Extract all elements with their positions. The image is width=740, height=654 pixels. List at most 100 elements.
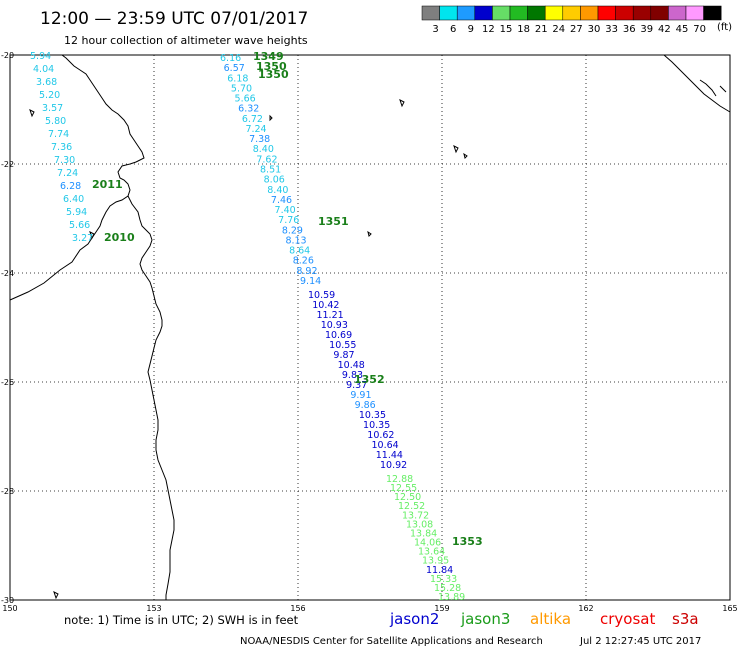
island-outline — [89, 231, 95, 240]
swh-value: 11.84 — [426, 565, 453, 576]
legend-swatch — [597, 5, 616, 21]
swh-value: 7.76 — [278, 215, 299, 226]
swh-value: 5.66 — [69, 220, 90, 231]
legend-swatch — [544, 5, 564, 21]
swh-value: 10.62 — [367, 430, 394, 441]
legend-swatch — [439, 5, 458, 21]
footer-credit: NOAA/NESDIS Center for Satellite Applica… — [240, 636, 543, 647]
swh-value: 9.14 — [300, 276, 321, 287]
legend-unit: (ft) — [717, 22, 732, 33]
legend-label: 15 — [500, 24, 513, 35]
swh-value: 7.38 — [249, 134, 270, 145]
lon-tick-label: 153 — [146, 604, 161, 613]
swh-value: 12.55 — [390, 483, 417, 494]
swh-value: 7.24 — [57, 168, 78, 179]
legend-label: 6 — [450, 24, 456, 35]
swh-value: 10.69 — [325, 330, 352, 341]
swh-value: 9.91 — [350, 390, 371, 401]
lon-tick-label: 162 — [578, 604, 593, 613]
swh-value: 13.64 — [418, 547, 445, 558]
swh-value: 10.48 — [338, 360, 365, 371]
legend-swatch — [685, 5, 704, 21]
lat-tick-label: -20 — [1, 51, 14, 60]
island-outline — [53, 591, 59, 600]
lat-tick-label: -28 — [1, 487, 14, 496]
swh-value: 11.44 — [376, 450, 403, 461]
lon-tick-label: 150 — [2, 604, 17, 613]
pass-label: 1349 — [253, 50, 284, 63]
swh-value: 8.26 — [293, 256, 314, 267]
map-area: 5.94 4.04 3.68 5.20 3.57 5.80 7.74 7.36 7.30 7.24… — [9, 50, 731, 603]
legend-swatch — [580, 5, 599, 21]
lon-tick-label: 159 — [434, 604, 449, 613]
swh-value: 5.94 — [30, 51, 51, 62]
lat-tick-label: -30 — [1, 596, 14, 605]
swh-value: 7.36 — [51, 142, 72, 153]
legend-label: 70 — [693, 24, 706, 35]
swh-value: 3.68 — [36, 77, 57, 88]
island-outline — [463, 152, 468, 159]
legend-label: 3 — [432, 24, 438, 35]
swh-value: 8.06 — [264, 175, 285, 186]
legend-label: 36 — [623, 24, 636, 35]
lon-tick-label: 165 — [722, 604, 737, 613]
coastal-track: 5.94 4.04 3.68 5.20 3.57 5.80 7.74 7.36 7.30 7.24… — [30, 51, 93, 244]
satellite-label: jason3 — [460, 610, 510, 628]
satellite-key: jason2 jason3 altika cryosat s3a — [389, 610, 699, 628]
legend-label: 33 — [605, 24, 618, 35]
swh-value: 12.50 — [394, 492, 421, 503]
swh-value: 5.66 — [235, 94, 256, 105]
satellite-label: cryosat — [600, 610, 655, 628]
legend-swatch — [509, 5, 528, 21]
legend-swatch — [421, 5, 440, 21]
island-outline — [453, 145, 459, 154]
graticule — [10, 55, 730, 600]
satellite-label: jason2 — [389, 610, 439, 628]
swh-value: 10.93 — [321, 320, 348, 331]
swh-value: 8.40 — [253, 144, 274, 155]
lat-tick-label: -22 — [1, 160, 14, 169]
legend-swatch — [456, 5, 476, 21]
swh-value: 6.28 — [60, 181, 81, 192]
swh-value: 7.24 — [245, 124, 266, 135]
swh-value: 5.94 — [66, 207, 87, 218]
swh-value: 8.64 — [289, 246, 310, 257]
swh-value: 9.83 — [342, 370, 363, 381]
swh-value: 10.35 — [363, 420, 390, 431]
page-subtitle: 12 hour collection of altimeter wave hei… — [64, 34, 308, 47]
lon-tick-label: 156 — [290, 604, 305, 613]
swh-value: 13.84 — [410, 528, 437, 539]
swh-value: 13.89 — [438, 592, 465, 603]
new-caledonia-coastline — [663, 54, 731, 113]
main-track: 6.166.576.185.705.666.326.727.247.388.40… — [220, 53, 465, 603]
swh-value: 13.95 — [422, 556, 449, 567]
island-outline — [399, 99, 405, 108]
legend-label: 9 — [468, 24, 474, 35]
page-title: 12:00 — 23:59 UTC 07/01/2017 — [40, 9, 308, 29]
legend-label: 42 — [658, 24, 671, 35]
legend-label: 18 — [517, 24, 530, 35]
lat-tick-label: -26 — [1, 378, 14, 387]
swh-value: 7.30 — [54, 155, 75, 166]
swh-value: 13.72 — [402, 510, 429, 521]
pass-label: 1351 — [318, 215, 349, 228]
swh-value: 9.37 — [346, 380, 367, 391]
swh-value: 7.46 — [271, 195, 292, 206]
pass-label: 1353 — [452, 535, 483, 548]
legend-swatch — [650, 5, 669, 21]
swh-value: 15.28 — [434, 583, 461, 594]
pass-label: 2011 — [92, 178, 123, 191]
swh-value: 8.51 — [260, 165, 281, 176]
island-outline — [367, 230, 372, 237]
color-legend: 3 6 9 12 15 18 21 24 27 30 33 36 39 42 45 70 — [421, 5, 722, 35]
legend-swatch — [615, 5, 634, 21]
legend-label: 27 — [570, 24, 583, 35]
swh-value: 3.27 — [72, 233, 93, 244]
legend-swatch — [492, 5, 511, 21]
legend-label: 39 — [640, 24, 653, 35]
swh-value: 8.29 — [282, 225, 303, 236]
pass-label: 1350 — [256, 60, 287, 73]
swh-value: 7.62 — [256, 154, 277, 165]
